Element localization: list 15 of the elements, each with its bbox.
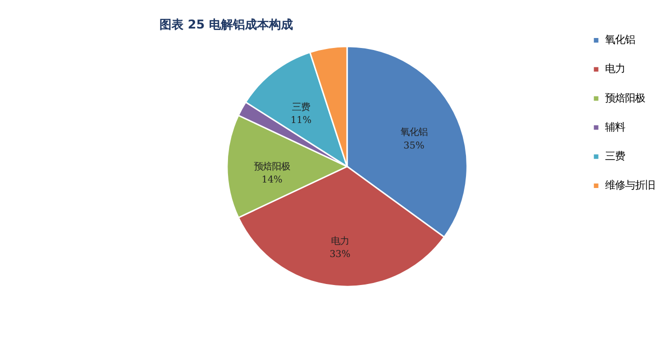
legend-label: 预焙阳极 [605,92,646,104]
chart-title: 图表 25 电解铝成本构成 [159,18,293,32]
data-label: 33% [330,249,351,260]
data-label: 35% [404,140,424,152]
legend-label: 维修与折旧 [605,180,656,192]
legend-label: 辅料 [605,121,626,134]
data-label: 11% [290,115,312,126]
data-label: 14% [262,174,283,186]
legend-label: 三费 [605,150,626,162]
legend-label: 氧化铝 [605,34,636,46]
slice-label: 电力 [331,236,350,247]
legend-label: 电力 [605,63,626,76]
slice-label: 三费 [292,102,310,113]
slice-label: 预焙阳极 [254,161,290,172]
slice-label: 氧化铝 [400,127,428,138]
